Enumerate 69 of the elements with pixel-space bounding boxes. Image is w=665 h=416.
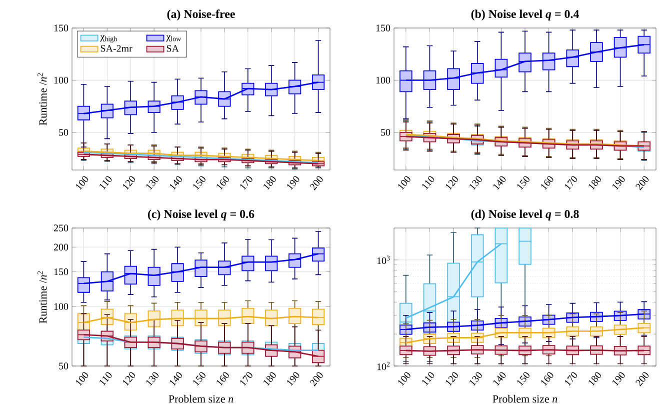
y-tick-label: 100 <box>376 76 390 84</box>
x-tick-label: 170 <box>564 372 578 386</box>
x-axis-title: Problem size n <box>492 394 558 403</box>
legend-label: SA <box>166 45 179 52</box>
x-tick-label: 130 <box>146 372 159 386</box>
y-tick-label: 10$^{2}$ <box>377 362 390 370</box>
y-axis-title: Runtime /n$^{2}$ <box>38 271 47 324</box>
x-tick-label: 170 <box>564 176 578 190</box>
x-tick-label: 180 <box>588 372 601 386</box>
x-tick-label: 170 <box>240 176 252 190</box>
x-tick-label: 140 <box>170 176 182 190</box>
x-tick-label: 190 <box>287 176 300 190</box>
x-tick-label: 150 <box>193 176 206 190</box>
x-tick-label: 150 <box>517 176 530 190</box>
x-tick-label: 180 <box>264 372 276 386</box>
x-tick-label: 110 <box>100 372 112 386</box>
y-tick-label: 150 <box>54 268 68 276</box>
y-tick-label: 100 <box>54 76 68 84</box>
x-tick-label: 120 <box>122 176 136 190</box>
y-tick-label: 100 <box>54 303 68 310</box>
y-tick-label: 10$^{3}$ <box>377 256 390 264</box>
x-tick-label: 110 <box>422 176 434 190</box>
chart-title: (b) Noise level q = 0.4 <box>471 10 579 20</box>
x-tick-label: 130 <box>470 176 482 190</box>
x-tick-label: 110 <box>100 176 112 190</box>
x-tick-label: 200 <box>636 176 649 190</box>
x-tick-label: 140 <box>493 176 506 190</box>
x-tick-label: 100 <box>76 176 88 190</box>
x-tick-label: 190 <box>287 372 300 386</box>
chart-title: (d) Noise level q = 0.8 <box>471 210 579 220</box>
x-tick-label: 140 <box>170 372 182 386</box>
x-tick-label: 180 <box>588 176 601 190</box>
x-tick-label: 160 <box>216 372 229 386</box>
x-tick-label: 130 <box>470 372 482 386</box>
x-tick-label: 160 <box>216 176 229 190</box>
x-axis-title: Problem size n <box>168 394 234 403</box>
x-tick-label: 100 <box>76 372 88 386</box>
x-tick-label: 200 <box>636 372 649 386</box>
x-tick-label: 180 <box>264 176 276 190</box>
y-tick-label: 150 <box>54 24 68 32</box>
x-tick-label: 100 <box>398 372 410 386</box>
y-tick-label: 50 <box>59 129 68 136</box>
legend-label: χ$_{high}$ <box>100 35 117 43</box>
chart-title: (a) Noise-free <box>167 10 235 20</box>
x-tick-label: 200 <box>310 372 323 386</box>
x-tick-label: 120 <box>446 176 458 190</box>
x-tick-label: 120 <box>446 372 458 386</box>
y-tick-label: 200 <box>54 244 68 250</box>
chart-title: (c) Noise level q = 0.6 <box>148 210 254 220</box>
y-tick-label: 250 <box>54 224 68 232</box>
y-axis-title: Runtime /n$^{2}$ <box>38 73 47 126</box>
x-tick-label: 170 <box>240 372 252 386</box>
y-tick-label: 50 <box>59 362 68 370</box>
y-tick-label: 150 <box>376 24 390 32</box>
legend-label: χ$_{low}$ <box>166 35 182 42</box>
x-tick-label: 200 <box>310 176 323 190</box>
x-tick-label: 150 <box>193 372 206 386</box>
x-tick-label: 190 <box>612 372 625 386</box>
x-tick-label: 130 <box>146 176 159 190</box>
x-tick-label: 110 <box>422 372 434 386</box>
x-tick-label: 150 <box>517 372 530 386</box>
x-tick-label: 100 <box>398 176 410 190</box>
x-tick-label: 160 <box>541 176 554 190</box>
x-tick-label: 120 <box>122 372 136 386</box>
y-tick-label: 50 <box>381 129 390 136</box>
x-tick-label: 160 <box>541 372 554 386</box>
x-tick-label: 140 <box>493 372 506 386</box>
x-tick-label: 190 <box>612 176 625 190</box>
legend-label: SA-2mr <box>100 45 132 52</box>
